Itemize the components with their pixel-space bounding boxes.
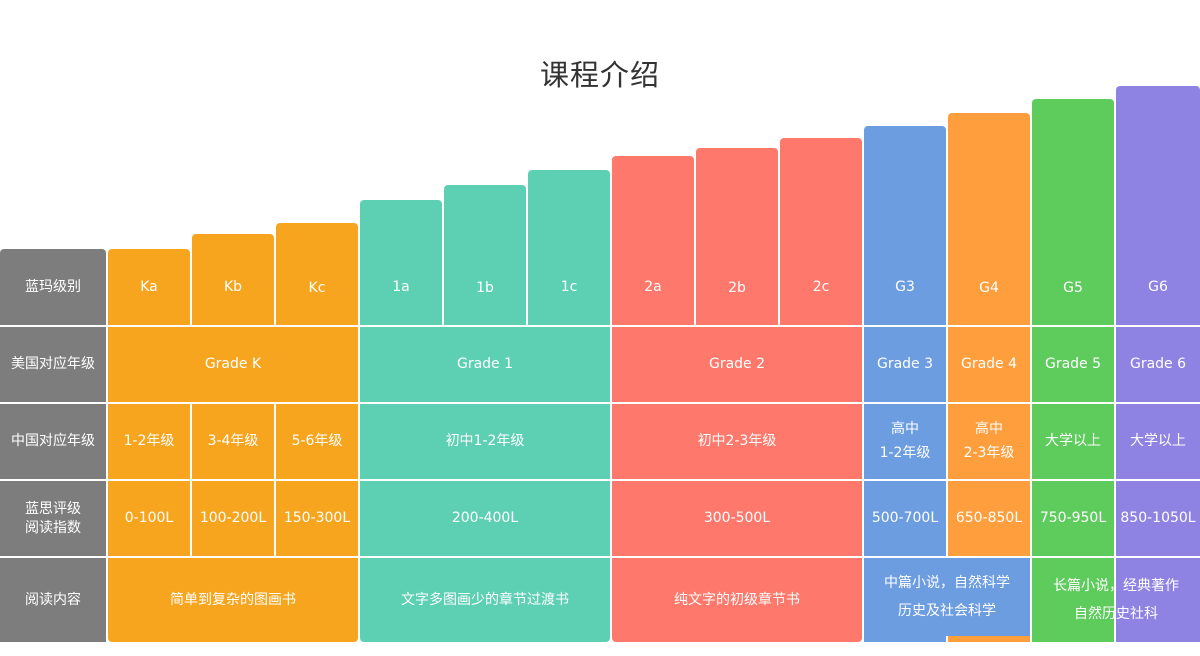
lexile-g3: 500-700L [864, 481, 946, 556]
content-g3-g4-text: 中篇小说，自然科学 历史及社会科学 [864, 558, 1030, 636]
china-grade-g6: 大学以上 [1116, 404, 1200, 479]
level-g6: G6 [1116, 86, 1200, 325]
level-1a: 1a [360, 200, 442, 325]
level-2c: 2c [780, 138, 862, 325]
row-header-reading-content: 阅读内容 [0, 558, 106, 642]
us-grade-6: Grade 6 [1116, 327, 1200, 402]
china-grade-2: 初中2-3年级 [612, 404, 862, 479]
level-g5: G5 [1032, 99, 1114, 325]
level-2b: 2b [696, 148, 778, 325]
lexile-ka: 0-100L [108, 481, 190, 556]
lexile-grade-2: 300-500L [612, 481, 862, 556]
us-grade-2: Grade 2 [612, 327, 862, 402]
level-ka: Ka [108, 249, 190, 325]
china-grade-kb: 3-4年级 [192, 404, 274, 479]
content-g5-g6-text: 长篇小说，经典著作 自然历史社科 [1032, 558, 1200, 642]
us-grade-3: Grade 3 [864, 327, 946, 402]
china-grade-g4: 高中 2-3年级 [948, 404, 1030, 479]
content-grade-1: 文字多图画少的章节过渡书 [360, 558, 610, 642]
level-g4: G4 [948, 113, 1030, 325]
lexile-g4: 650-850L [948, 481, 1030, 556]
china-grade-ka: 1-2年级 [108, 404, 190, 479]
row-header-china-grade: 中国对应年级 [0, 404, 106, 479]
level-g3: G3 [864, 126, 946, 325]
china-grade-1: 初中1-2年级 [360, 404, 610, 479]
us-grade-4: Grade 4 [948, 327, 1030, 402]
lexile-kc: 150-300L [276, 481, 358, 556]
us-grade-k: Grade K [108, 327, 358, 402]
level-2a: 2a [612, 156, 694, 325]
lexile-g5: 750-950L [1032, 481, 1114, 556]
lexile-kb: 100-200L [192, 481, 274, 556]
level-1b: 1b [444, 185, 526, 325]
row-header-lanma-level: 蓝玛级别 [0, 249, 106, 325]
us-grade-5: Grade 5 [1032, 327, 1114, 402]
level-1c: 1c [528, 170, 610, 325]
china-grade-kc: 5-6年级 [276, 404, 358, 479]
level-kc: Kc [276, 223, 358, 325]
us-grade-1: Grade 1 [360, 327, 610, 402]
level-kb: Kb [192, 234, 274, 325]
content-grade-2: 纯文字的初级章节书 [612, 558, 862, 642]
content-grade-k: 简单到复杂的图画书 [108, 558, 358, 642]
china-grade-g3: 高中 1-2年级 [864, 404, 946, 479]
row-header-us-grade: 美国对应年级 [0, 327, 106, 402]
lexile-grade-1: 200-400L [360, 481, 610, 556]
row-header-lexile: 蓝思评级 阅读指数 [0, 481, 106, 556]
lexile-g6: 850-1050L [1116, 481, 1200, 556]
page-title: 课程介绍 [539, 58, 660, 92]
china-grade-g5: 大学以上 [1032, 404, 1114, 479]
